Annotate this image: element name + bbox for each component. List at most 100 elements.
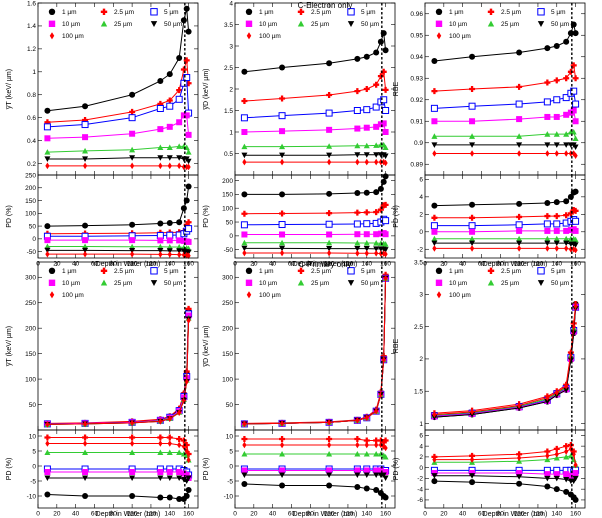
data-point-s2_5 bbox=[380, 439, 387, 445]
data-point-s5 bbox=[570, 87, 578, 95]
legend-label: 100 µm bbox=[62, 33, 84, 40]
y-tick-label: 200 bbox=[222, 325, 233, 332]
x-tick-label: 0 bbox=[36, 511, 40, 518]
data-point-s1 bbox=[363, 485, 370, 492]
y-tick-label: 150 bbox=[25, 351, 36, 358]
data-point-s5 bbox=[278, 221, 286, 229]
data-point-s2_5 bbox=[373, 81, 380, 88]
data-point-s25 bbox=[185, 149, 192, 155]
y-tick-label: 0.91 bbox=[410, 119, 423, 126]
series-line-s100 bbox=[244, 161, 386, 164]
x-tick-label: 20 bbox=[53, 511, 61, 518]
data-point-s5 bbox=[382, 217, 390, 225]
x-tick-label: 20 bbox=[250, 511, 258, 518]
data-point-s2_5 bbox=[183, 57, 190, 64]
data-point-s2_5 bbox=[516, 213, 523, 220]
series-line-s100 bbox=[244, 444, 386, 449]
data-point-s1 bbox=[469, 53, 476, 60]
data-point-s50 bbox=[354, 472, 361, 478]
y-tick-label: 3 bbox=[229, 43, 233, 50]
data-point-s50 bbox=[469, 240, 476, 247]
data-point-s5 bbox=[240, 221, 248, 229]
data-point-s5 bbox=[81, 121, 89, 129]
data-point-s50 bbox=[431, 142, 438, 148]
data-point-s25 bbox=[382, 454, 389, 460]
data-point-s1 bbox=[572, 496, 579, 503]
data-point-s50 bbox=[241, 245, 248, 252]
data-point-s50 bbox=[544, 399, 551, 405]
data-point-s100 bbox=[554, 150, 559, 157]
data-point-s2_5 bbox=[572, 75, 579, 82]
data-point-s10 bbox=[279, 128, 286, 135]
data-point-s100 bbox=[374, 158, 379, 166]
data-point-s100 bbox=[469, 408, 475, 416]
data-point-s5 bbox=[430, 104, 438, 112]
y-tick-label: 100 bbox=[222, 206, 233, 213]
y-tick-label: 0.89 bbox=[410, 162, 423, 169]
data-point-s50 bbox=[382, 475, 389, 481]
series-line-s25 bbox=[244, 278, 387, 425]
legend-marker-s50 bbox=[537, 280, 545, 286]
plot-frame bbox=[37, 429, 199, 509]
y-tick-label: -4 bbox=[417, 486, 423, 493]
legend-marker-s10 bbox=[435, 20, 443, 27]
y-tick-label: -2 bbox=[417, 476, 423, 483]
data-point-s100 bbox=[364, 158, 369, 166]
legend-label: 10 µm bbox=[62, 21, 80, 28]
data-point-s25 bbox=[82, 147, 89, 154]
series-line-s2_5 bbox=[47, 308, 190, 424]
data-point-s1 bbox=[44, 107, 51, 114]
y-axis-label: PD (%) bbox=[203, 205, 210, 228]
legend-marker-s2_5 bbox=[487, 8, 495, 15]
data-point-s1 bbox=[157, 220, 164, 227]
y-axis-label: PD (%) bbox=[6, 205, 13, 228]
data-point-s5 bbox=[363, 220, 371, 228]
data-point-s5 bbox=[572, 100, 580, 108]
data-point-s10 bbox=[570, 107, 577, 114]
data-point-s25 bbox=[157, 449, 164, 456]
data-point-s1 bbox=[354, 55, 361, 62]
data-point-s10 bbox=[354, 467, 361, 474]
series-line-s10 bbox=[47, 315, 190, 425]
data-point-s10 bbox=[544, 227, 551, 234]
x-tick-label: 120 bbox=[146, 511, 157, 518]
series-line-s10 bbox=[244, 278, 387, 425]
plot-frame bbox=[234, 2, 396, 176]
data-point-s2_5 bbox=[382, 201, 389, 208]
legend-label: 2.5 µm bbox=[311, 268, 331, 275]
data-point-s25 bbox=[129, 243, 136, 250]
data-point-s5 bbox=[353, 220, 361, 228]
data-point-s50 bbox=[44, 156, 51, 162]
y-tick-label: 2 bbox=[229, 86, 233, 93]
data-point-s2_5 bbox=[129, 108, 136, 115]
series-line-s50 bbox=[434, 144, 576, 148]
data-point-s100 bbox=[158, 440, 163, 447]
x-tick-label: 40 bbox=[459, 511, 467, 518]
legend-label: 50 µm bbox=[551, 280, 569, 287]
x-tick-label: 0 bbox=[423, 511, 427, 518]
data-point-s10 bbox=[363, 231, 370, 238]
data-point-s50 bbox=[176, 475, 183, 481]
data-point-s50 bbox=[373, 152, 380, 158]
data-point-s25 bbox=[553, 131, 560, 137]
data-point-s2_5 bbox=[567, 210, 574, 217]
data-point-s1 bbox=[354, 189, 361, 196]
y-tick-label: 0.93 bbox=[410, 76, 423, 83]
series-line-s5 bbox=[47, 313, 190, 425]
legend-marker-s2_5 bbox=[297, 267, 305, 274]
plot-frame bbox=[234, 261, 396, 431]
data-point-s1 bbox=[157, 494, 164, 501]
y-tick-label: 0 bbox=[419, 229, 423, 236]
data-point-s50 bbox=[129, 475, 136, 481]
data-point-s25 bbox=[166, 449, 173, 456]
data-point-s10 bbox=[279, 467, 286, 474]
x-tick-label: 140 bbox=[551, 511, 562, 518]
legend-label: 25 µm bbox=[501, 21, 519, 28]
data-point-s10 bbox=[176, 237, 183, 244]
data-point-s50 bbox=[185, 475, 192, 481]
data-point-s1 bbox=[185, 183, 192, 190]
data-point-s1 bbox=[279, 64, 286, 71]
data-point-s100 bbox=[378, 158, 383, 166]
data-point-s25 bbox=[157, 243, 164, 250]
